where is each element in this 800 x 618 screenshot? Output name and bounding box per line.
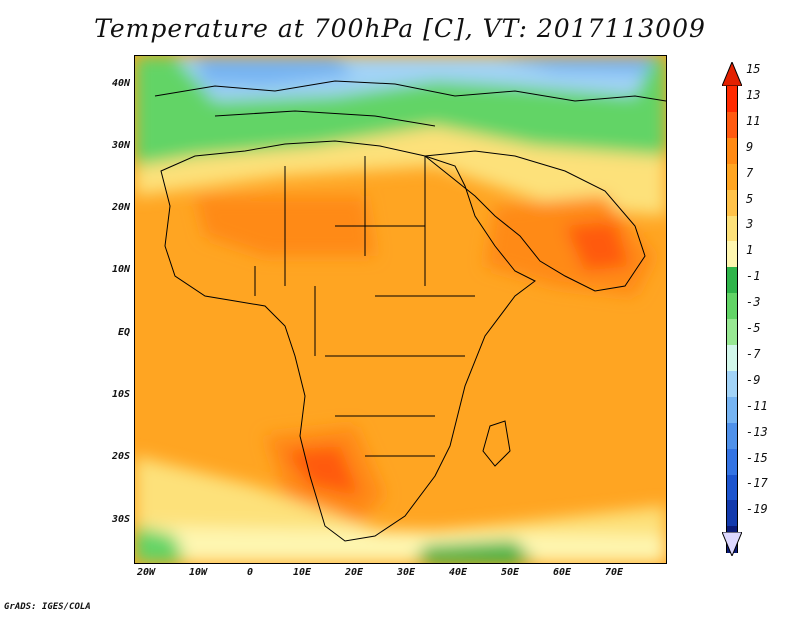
colorbar-bottom-arrow bbox=[722, 532, 742, 556]
colorbar-cell bbox=[726, 448, 738, 475]
lat-label-10s: 10S bbox=[111, 389, 130, 400]
colorbar-label: 15 bbox=[746, 62, 761, 76]
colorbar-cell bbox=[726, 319, 738, 346]
lon-label-70e: 70E bbox=[604, 567, 624, 578]
map-canvas bbox=[135, 56, 666, 563]
map-title: Temperature at 700hPa [C], VT: 201711300… bbox=[94, 14, 706, 43]
lon-label-50e: 50E bbox=[500, 567, 520, 578]
colorbar-label: 11 bbox=[746, 113, 761, 128]
colorbar-label: 13 bbox=[746, 87, 761, 102]
colorbar-cell bbox=[726, 474, 738, 501]
lat-label-40n: 40N bbox=[111, 78, 130, 89]
colorbar-cell bbox=[726, 86, 738, 113]
lon-label-60e: 60E bbox=[552, 567, 572, 578]
lon-label-0: 0 bbox=[246, 567, 254, 578]
colorbar-label: -15 bbox=[746, 450, 768, 465]
colorbar-cell bbox=[726, 137, 738, 165]
lat-label-eq: EQ bbox=[117, 327, 130, 338]
colorbar-cell bbox=[726, 370, 738, 398]
colorbar-label: 5 bbox=[746, 191, 754, 206]
lon-label-30e: 30E bbox=[396, 567, 416, 578]
colorbar-label: -9 bbox=[746, 372, 761, 387]
colorbar-label: -1 bbox=[746, 269, 761, 284]
colorbar-label: -13 bbox=[746, 424, 768, 439]
lat-label-30s: 30S bbox=[111, 514, 130, 525]
colorbar-cell bbox=[726, 422, 738, 450]
colorbar-cell bbox=[726, 163, 738, 191]
colorbar-label: -7 bbox=[746, 346, 761, 361]
colorbar-cell bbox=[726, 267, 738, 294]
lon-label-20e: 20E bbox=[344, 567, 364, 578]
colorbar-cell bbox=[726, 215, 738, 242]
colorbar-label: -17 bbox=[746, 476, 768, 491]
colorbar-cell bbox=[726, 189, 738, 216]
colorbar-label: -5 bbox=[746, 321, 761, 335]
colorbar-cell bbox=[726, 111, 738, 139]
colorbar-label: -11 bbox=[746, 398, 768, 413]
colorbar-cell bbox=[726, 241, 738, 268]
colorbar-top-arrow bbox=[722, 62, 742, 86]
lon-label-40e: 40E bbox=[448, 567, 468, 578]
colorbar-cell bbox=[726, 345, 738, 372]
coastlines bbox=[154, 80, 666, 542]
colorbar-label: 3 bbox=[746, 217, 754, 232]
lat-label-20s: 20S bbox=[111, 451, 130, 462]
colorbar-label: -19 bbox=[746, 502, 768, 517]
temperature-map bbox=[134, 55, 667, 564]
lon-label-10e: 10E bbox=[292, 567, 312, 578]
colorbar-label: 9 bbox=[746, 139, 754, 154]
lat-label-30n: 30N bbox=[111, 140, 130, 151]
colorbar-cell bbox=[726, 500, 738, 527]
credit-text: GrADS: IGES/COLA bbox=[4, 602, 91, 612]
colorbar-cell bbox=[726, 396, 738, 424]
colorbar-label: -3 bbox=[746, 295, 761, 310]
lon-label-10w: 10W bbox=[188, 567, 208, 578]
lat-label-20n: 20N bbox=[111, 202, 130, 213]
colorbar-label: 1 bbox=[746, 243, 754, 258]
lon-label-20w: 20W bbox=[136, 567, 156, 578]
lat-label-10n: 10N bbox=[111, 264, 130, 275]
colorbar-label: 7 bbox=[746, 165, 754, 180]
colorbar-cell bbox=[726, 293, 738, 320]
